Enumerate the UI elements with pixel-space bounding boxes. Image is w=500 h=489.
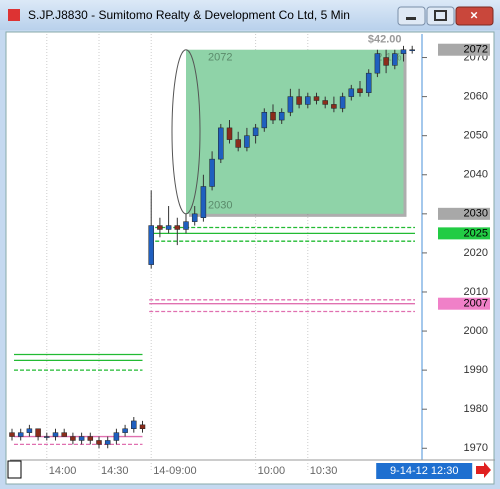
scroll-arrow[interactable]: [476, 462, 491, 478]
axis-marker: [438, 43, 490, 56]
candle-body: [96, 440, 102, 445]
y-tick-label: 2020: [464, 247, 488, 259]
axis-marker-label: 2025: [464, 227, 488, 239]
candle-body: [174, 225, 181, 230]
range-change: $42.00: [368, 34, 402, 46]
range-percent: 2.1%: [376, 52, 401, 64]
x-tick-label: 14-09:00: [153, 465, 196, 477]
x-tick-label: 14:00: [49, 465, 77, 477]
y-tick-label: 2010: [464, 286, 488, 298]
y-tick-label: 2040: [464, 169, 488, 181]
candle-body: [44, 436, 50, 438]
candle-body: [278, 111, 285, 121]
app-icon: [8, 9, 20, 21]
y-tick-label: 2000: [464, 325, 488, 337]
range-bottom-label: 2030: [208, 200, 232, 212]
candle-body: [357, 88, 363, 93]
candle-body: [61, 432, 67, 437]
maximize-icon: [434, 10, 447, 21]
x-tick-label: 10:30: [310, 465, 338, 477]
close-button[interactable]: [455, 6, 494, 26]
candle-body: [52, 432, 59, 437]
candle-body: [165, 225, 172, 230]
candle-body: [78, 436, 85, 441]
range-top-label: 2072: [208, 52, 232, 64]
window-title: S.JP.J8830 - Sumitomo Realty & Developme…: [28, 8, 350, 22]
candle-body: [322, 100, 328, 105]
y-tick-label: 1970: [464, 442, 488, 454]
candle-body: [313, 96, 320, 101]
candle-body: [270, 111, 276, 121]
candle-body: [244, 135, 250, 148]
x-tick-label: 10:00: [258, 465, 286, 477]
candle-body: [139, 424, 146, 429]
candle-body: [400, 49, 407, 54]
candle-body: [226, 127, 233, 140]
window-buttons[interactable]: ×: [397, 6, 494, 26]
candle-body: [392, 53, 398, 66]
candle-body: [122, 428, 128, 433]
candle-body: [261, 111, 268, 129]
candle-body: [235, 139, 241, 148]
axis-marker-label: 2007: [464, 298, 488, 310]
candle-body: [209, 158, 215, 187]
candle-body: [26, 428, 33, 433]
axis-marker: [438, 297, 490, 310]
cursor-label: 9-14-12 12:30: [390, 465, 459, 477]
candle-body: [131, 420, 137, 429]
candle-body: [148, 225, 154, 265]
candle-body: [200, 186, 207, 218]
candle-body: [252, 127, 259, 136]
candle-body: [157, 225, 163, 230]
scroll-box[interactable]: [7, 460, 22, 479]
candle-body: [374, 53, 381, 74]
cursor-label-bg: [376, 463, 473, 479]
candle-body: [9, 432, 15, 437]
maximize-button[interactable]: [426, 6, 455, 26]
candle-body: [348, 88, 355, 97]
candle-body: [35, 428, 41, 437]
candle-body: [191, 213, 198, 222]
candle-body: [218, 127, 224, 160]
candle-body: [331, 104, 337, 109]
candle-body: [104, 440, 111, 445]
candle-body: [113, 432, 120, 441]
candle-body: [339, 96, 346, 109]
candle-body: [287, 96, 294, 113]
y-tick-label: 1980: [464, 403, 488, 415]
candle-body: [383, 57, 389, 66]
minimize-icon: [406, 17, 416, 20]
candle-body: [296, 96, 302, 105]
y-tick-label: 2060: [464, 91, 488, 103]
y-tick-label: 2050: [464, 130, 488, 142]
axis-marker: [438, 227, 490, 240]
axis-marker-label: 2030: [464, 208, 488, 220]
candle-body: [305, 96, 311, 105]
axis-marker: [438, 207, 490, 220]
x-tick-label: 14:30: [101, 465, 129, 477]
minimize-button[interactable]: [397, 6, 426, 26]
candle-body: [17, 432, 24, 437]
close-icon: ×: [470, 7, 478, 22]
axis-marker-label: 2072: [464, 44, 488, 56]
candle-body: [365, 72, 372, 93]
candle-body: [409, 49, 415, 51]
y-tick-label: 1990: [464, 364, 488, 376]
candle-body: [183, 221, 189, 230]
candle-body: [87, 436, 94, 441]
candle-body: [70, 436, 76, 441]
